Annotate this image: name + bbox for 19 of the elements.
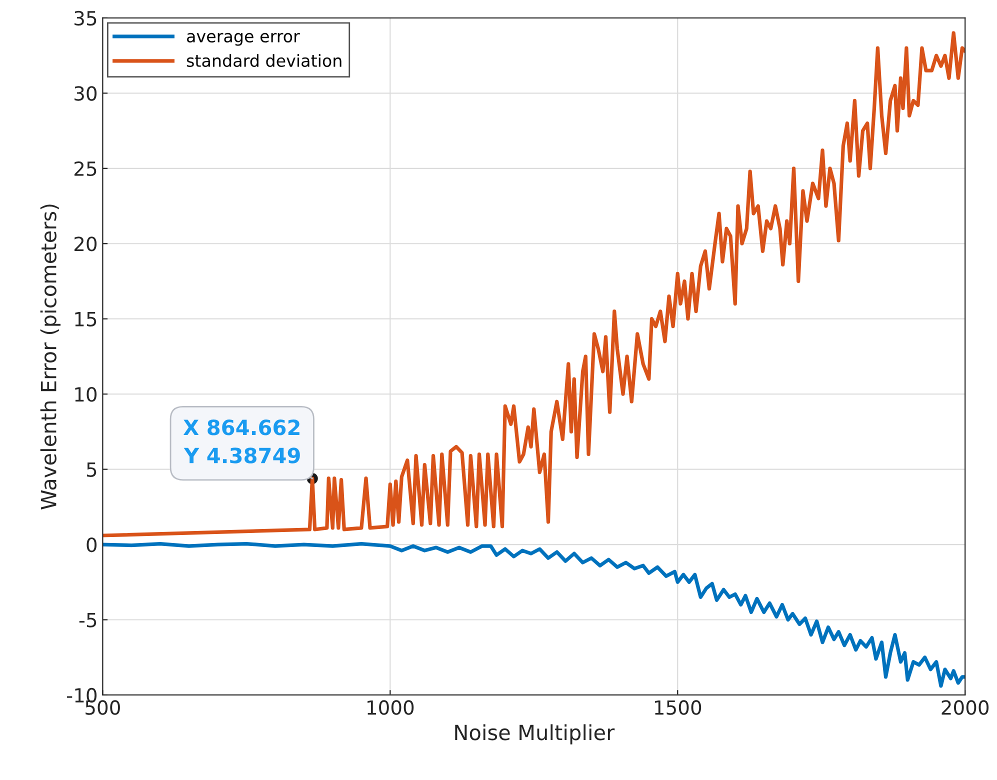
x-tick-label: 1500	[655, 700, 702, 715]
y-tick-label: 20	[74, 236, 97, 252]
x-tick-label: 1000	[368, 700, 414, 715]
y-tick-label: 10	[75, 387, 97, 402]
annotation: X 864.662 Y 4.38749	[183, 420, 300, 464]
line-series	[102, 542, 966, 688]
line-series	[102, 31, 966, 538]
x-tick-label: 2000	[942, 700, 989, 715]
x-axis-title: Noise Multiplier	[455, 724, 615, 744]
y-tick-label: 35	[74, 10, 96, 26]
y-tick-label: 0	[86, 537, 97, 552]
y-tick-label: -5	[79, 612, 96, 628]
y-tick-label: 25	[74, 161, 96, 176]
y-tick-label: 5	[86, 462, 96, 477]
legend-label: average error	[187, 32, 300, 46]
y-axis-title: Wavelenth Error (picometers)	[40, 204, 61, 510]
legend-label: standard deviation	[186, 54, 342, 67]
y-tick-label: 15	[75, 312, 96, 327]
y-tick-label: 30	[74, 86, 97, 101]
